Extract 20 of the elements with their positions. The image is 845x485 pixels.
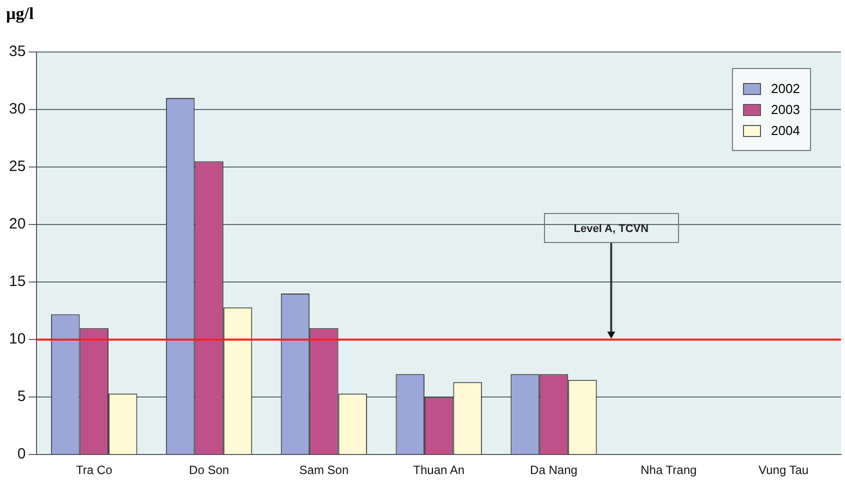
y-tick-label: 20 xyxy=(8,216,26,233)
x-tick-label: Nha Trang xyxy=(640,463,697,478)
y-tick-label: 0 xyxy=(17,446,26,463)
x-tick-label: Vung Tau xyxy=(758,463,809,478)
x-tick-label: Tra Co xyxy=(76,463,113,478)
y-tick-label: 25 xyxy=(8,158,26,176)
legend-label: 2003 xyxy=(771,102,800,117)
y-tick-label: 15 xyxy=(8,273,26,290)
legend-label: 2004 xyxy=(771,123,800,138)
y-axis-title: µg/l xyxy=(6,4,34,24)
y-tick-label: 10 xyxy=(8,330,26,348)
y-tick-label: 35 xyxy=(8,43,26,60)
x-tick-label: Do Son xyxy=(189,463,230,478)
x-tick-label: Thuan An xyxy=(413,463,465,478)
y-tick-label: 30 xyxy=(8,100,26,118)
x-tick-label: Sam Son xyxy=(299,463,349,478)
legend-label: 2002 xyxy=(771,81,800,96)
callout-box: Level A, TCVN xyxy=(544,212,679,243)
x-tick-label: Da Nang xyxy=(530,463,578,478)
y-tick-label: 5 xyxy=(17,388,26,406)
